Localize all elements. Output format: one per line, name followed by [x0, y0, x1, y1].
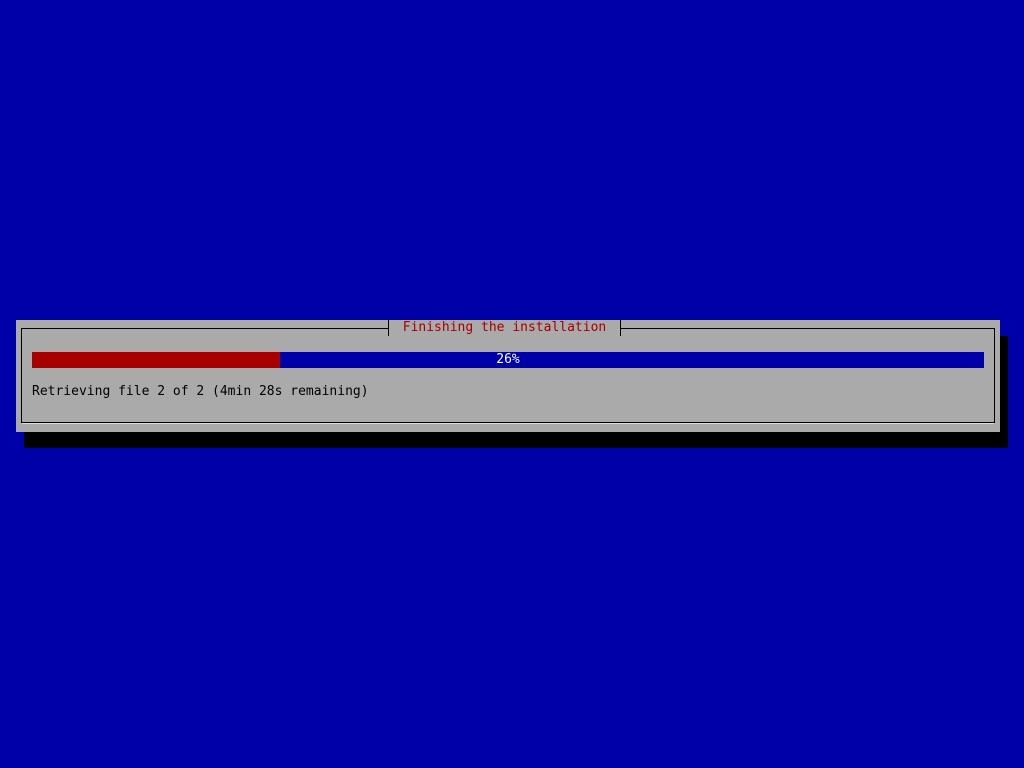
dialog-shadow — [24, 432, 1008, 448]
progress-dialog: Finishing the installation 26% Retrievin… — [16, 320, 1000, 432]
progress-fill — [32, 352, 280, 368]
dialog-title: Finishing the installation — [388, 320, 621, 336]
status-text: Retrieving file 2 of 2 (4min 28s remaini… — [32, 384, 369, 399]
progress-bar: 26% — [32, 352, 984, 368]
progress-percent: 26% — [496, 352, 520, 367]
dialog-shadow — [1000, 336, 1008, 448]
dialog-frame — [21, 328, 995, 424]
